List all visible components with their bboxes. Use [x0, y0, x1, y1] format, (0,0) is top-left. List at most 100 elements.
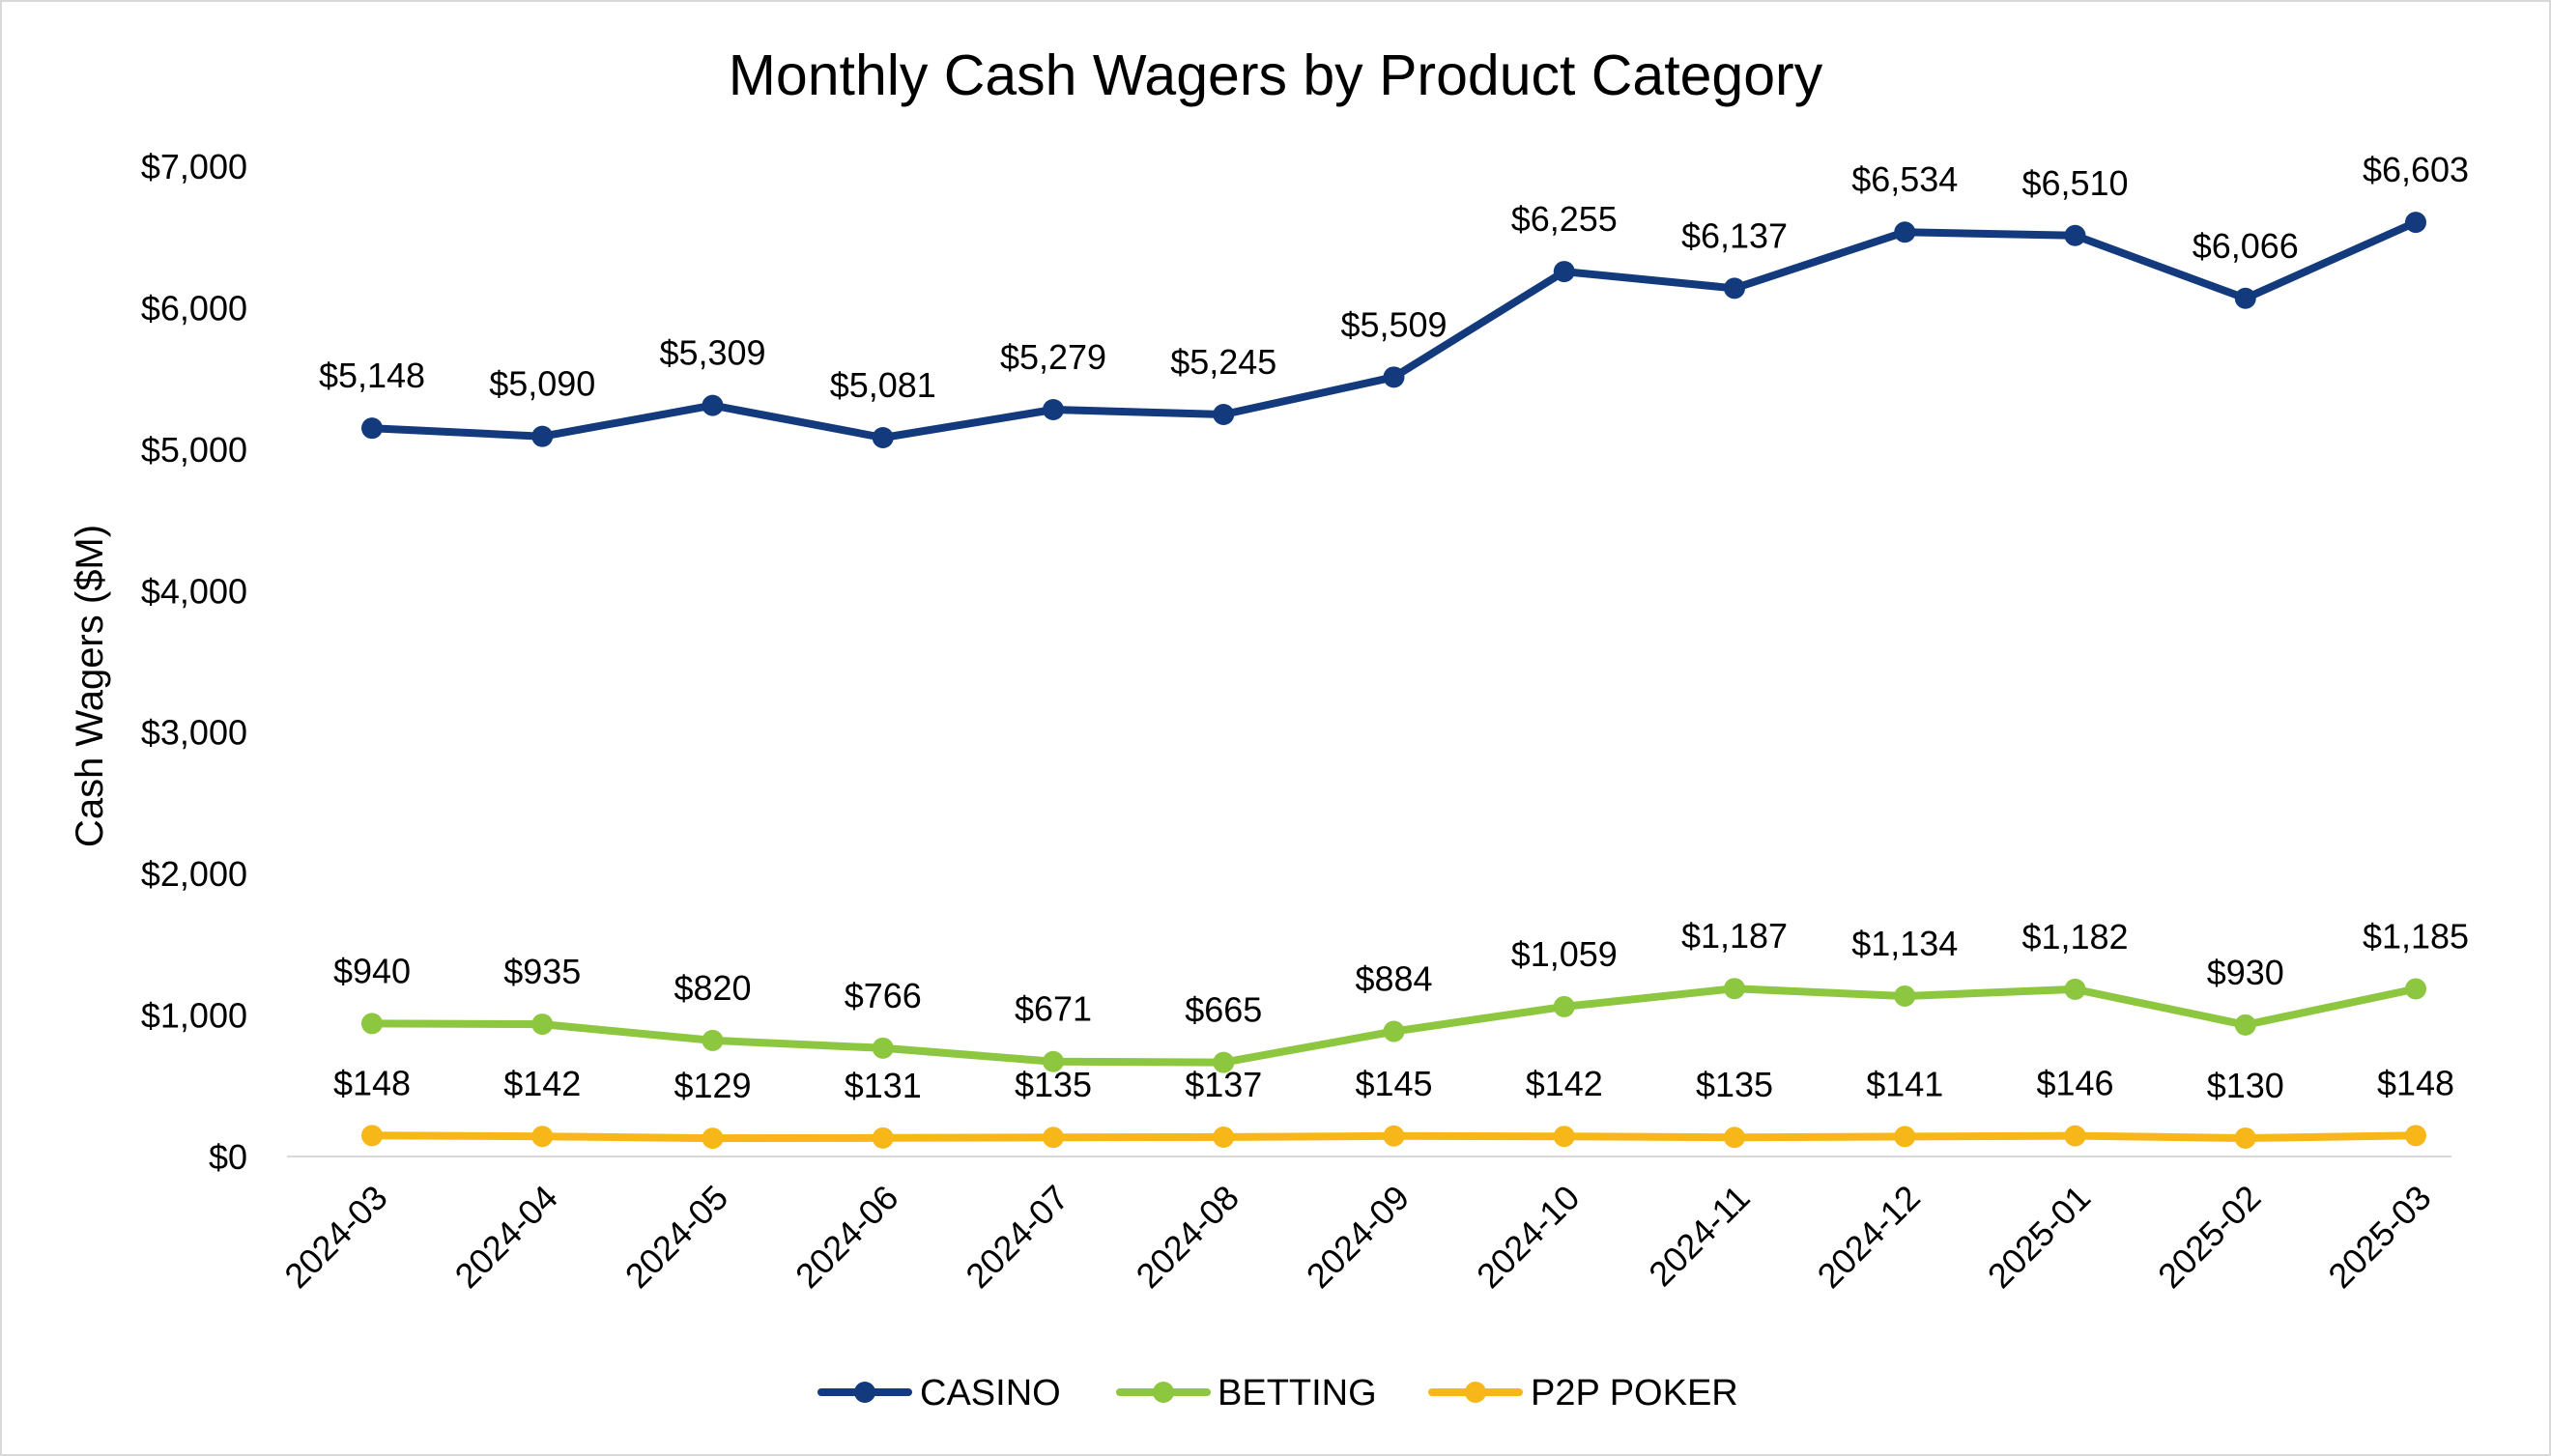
x-tick-label: 2024-04: [446, 1178, 564, 1296]
data-point-betting: [872, 1037, 894, 1059]
data-point-casino: [872, 426, 894, 448]
x-tick-label: 2025-01: [1980, 1178, 2098, 1296]
data-point-casino: [1213, 403, 1235, 425]
data-point-p2p-poker: [531, 1126, 554, 1148]
data-label-betting: $1,187: [1681, 916, 1788, 956]
data-label-casino: $5,309: [659, 333, 765, 373]
data-point-p2p-poker: [1724, 1127, 1745, 1149]
x-axis-ticks: 2024-03 2024-04 2024-05 2024-06 2024-07 2024-…: [276, 1178, 2438, 1296]
data-label-betting: $1,182: [2021, 917, 2128, 956]
data-point-p2p-poker: [1043, 1127, 1064, 1149]
data-label-casino: $5,148: [319, 356, 425, 395]
data-point-p2p-poker: [2234, 1127, 2256, 1149]
data-point-p2p-poker: [1553, 1126, 1575, 1148]
x-tick-label: 2025-02: [2150, 1178, 2268, 1296]
data-point-betting: [1553, 995, 1575, 1017]
data-point-casino: [2405, 212, 2426, 234]
x-tick-label: 2024-10: [1469, 1178, 1587, 1296]
data-label-p2p-poker: $135: [1015, 1065, 1092, 1104]
data-label-betting: $940: [333, 951, 411, 990]
data-point-casino: [1894, 221, 1916, 243]
data-point-betting: [2234, 1013, 2256, 1036]
data-label-casino: $6,137: [1681, 215, 1788, 255]
chart-title: Monthly Cash Wagers by Product Category: [729, 43, 1823, 107]
y-axis-ticks: $0 $1,000 $2,000 $3,000 $4,000 $5,000 $6,000 $7…: [141, 147, 247, 1177]
legend: CASINO BETTING P2P POKER: [817, 1373, 1738, 1413]
data-point-p2p-poker: [1213, 1126, 1235, 1148]
data-point-betting: [702, 1029, 724, 1051]
data-point-p2p-poker: [702, 1128, 724, 1150]
data-point-betting: [2405, 978, 2426, 1000]
data-label-p2p-poker: $146: [2036, 1064, 2113, 1103]
data-label-p2p-poker: $129: [674, 1066, 751, 1105]
data-point-p2p-poker: [1383, 1125, 1405, 1147]
data-labels-layer: $5,148 $5,090 $5,309 $5,081 $5,279 $5,245 $5,5…: [319, 150, 2469, 1105]
legend-label-casino: CASINO: [920, 1373, 1061, 1413]
y-tick-label: $0: [209, 1137, 247, 1177]
data-point-casino: [361, 417, 383, 440]
data-label-betting: $1,185: [2363, 916, 2469, 956]
data-label-betting: $930: [2207, 953, 2284, 992]
data-label-p2p-poker: $142: [1526, 1064, 1603, 1103]
data-label-p2p-poker: $148: [333, 1063, 411, 1102]
data-label-betting: $820: [674, 968, 751, 1008]
data-point-betting: [1383, 1020, 1405, 1042]
y-axis-label: Cash Wagers ($M): [69, 525, 111, 847]
x-tick-label: 2024-03: [276, 1178, 394, 1296]
legend-label-p2p-poker: P2P POKER: [1531, 1373, 1738, 1413]
y-tick-label: $7,000: [141, 147, 247, 186]
data-point-p2p-poker: [1894, 1126, 1916, 1148]
data-point-betting: [1894, 985, 1916, 1007]
data-point-casino: [531, 425, 554, 447]
x-tick-label: 2024-07: [958, 1178, 1075, 1296]
data-label-casino: $6,255: [1511, 199, 1618, 239]
data-label-casino: $6,603: [2363, 150, 2469, 189]
data-point-p2p-poker: [872, 1127, 894, 1149]
data-label-betting: $766: [845, 976, 922, 1015]
data-point-betting: [1213, 1051, 1235, 1073]
data-point-casino: [2234, 287, 2256, 309]
data-label-casino: $5,245: [1170, 342, 1276, 382]
y-tick-label: $2,000: [141, 854, 247, 894]
x-tick-label: 2025-03: [2320, 1178, 2438, 1296]
data-label-casino: $6,510: [2021, 163, 2128, 203]
data-label-p2p-poker: $148: [2377, 1063, 2454, 1102]
data-label-p2p-poker: $141: [1866, 1064, 1943, 1103]
data-point-casino: [702, 394, 724, 416]
x-tick-label: 2024-06: [788, 1178, 905, 1296]
data-label-casino: $6,066: [2193, 226, 2299, 266]
data-point-casino: [2064, 224, 2086, 246]
data-label-p2p-poker: $130: [2207, 1066, 2284, 1105]
data-label-casino: $6,534: [1851, 159, 1958, 199]
y-tick-label: $1,000: [141, 996, 247, 1036]
data-label-betting: $935: [503, 952, 581, 991]
x-tick-label: 2024-08: [1128, 1178, 1246, 1296]
y-tick-label: $5,000: [141, 430, 247, 470]
data-point-betting: [1043, 1050, 1064, 1072]
x-tick-label: 2024-05: [617, 1178, 735, 1296]
data-point-casino: [1383, 366, 1405, 388]
legend-swatch-marker-casino: [854, 1382, 875, 1403]
x-tick-label: 2024-12: [1809, 1178, 1927, 1296]
series-layer: [361, 212, 2426, 1150]
data-point-betting: [2064, 978, 2086, 1000]
y-tick-label: $3,000: [141, 713, 247, 753]
data-point-p2p-poker: [2064, 1125, 2086, 1147]
legend-swatch-marker-betting: [1153, 1382, 1174, 1403]
legend-label-betting: BETTING: [1218, 1373, 1377, 1413]
data-label-betting: $1,134: [1851, 924, 1958, 963]
data-point-casino: [1724, 277, 1745, 300]
x-tick-label: 2024-09: [1299, 1178, 1417, 1296]
data-label-p2p-poker: $142: [503, 1064, 581, 1103]
data-label-casino: $5,279: [1000, 337, 1106, 377]
data-label-p2p-poker: $137: [1185, 1065, 1262, 1104]
data-point-p2p-poker: [361, 1125, 383, 1147]
data-label-casino: $5,090: [489, 364, 595, 404]
data-point-betting: [1724, 978, 1745, 1000]
data-point-betting: [531, 1013, 554, 1036]
data-point-p2p-poker: [2405, 1125, 2426, 1147]
data-label-casino: $5,081: [830, 365, 936, 405]
x-tick-label: 2024-11: [1641, 1178, 1758, 1295]
